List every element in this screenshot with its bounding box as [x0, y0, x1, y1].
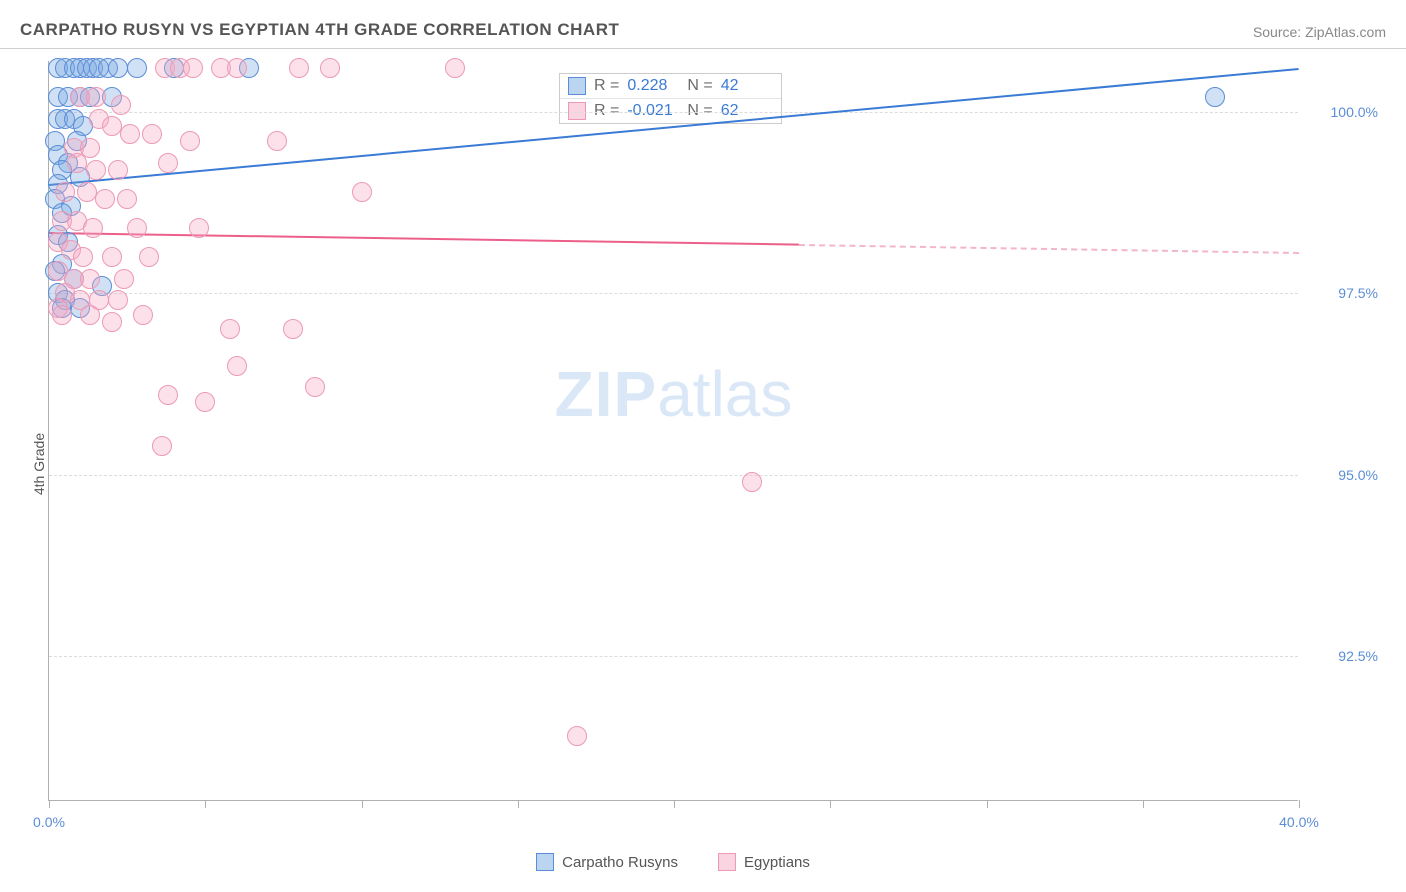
watermark: ZIPatlas [555, 357, 793, 431]
corr-r-blue: 0.228 [627, 77, 679, 95]
xtick [830, 800, 831, 808]
y-axis-label: 4th Grade [31, 433, 47, 495]
data-point [305, 377, 325, 397]
swatch-pink-icon [718, 853, 736, 871]
xtick [205, 800, 206, 808]
gridline [49, 656, 1298, 657]
data-point [52, 305, 72, 325]
data-point [67, 153, 87, 173]
data-point [195, 392, 215, 412]
source-label: Source: ZipAtlas.com [1253, 24, 1386, 40]
watermark-bold: ZIP [555, 358, 658, 430]
trend-line [799, 244, 1299, 254]
chart-container: 4th Grade ZIPatlas R = 0.228 N = 42 R = … [0, 49, 1406, 879]
data-point [283, 319, 303, 339]
data-point [80, 269, 100, 289]
data-point [80, 305, 100, 325]
xtick [987, 800, 988, 808]
data-point [227, 356, 247, 376]
xtick [49, 800, 50, 808]
xtick [1299, 800, 1300, 808]
data-point [183, 58, 203, 78]
swatch-blue-icon [568, 77, 586, 95]
corr-r-label: R = [594, 77, 619, 95]
data-point [102, 312, 122, 332]
bottom-legend: Carpatho Rusyns Egyptians [48, 853, 1298, 871]
legend-label-blue: Carpatho Rusyns [562, 854, 678, 871]
data-point [267, 131, 287, 151]
plot-area: ZIPatlas R = 0.228 N = 42 R = -0.021 N =… [48, 61, 1298, 801]
data-point [133, 305, 153, 325]
corr-n-blue: 42 [721, 77, 773, 95]
data-point [139, 247, 159, 267]
data-point [158, 385, 178, 405]
data-point [102, 116, 122, 136]
chart-title: CARPATHO RUSYN VS EGYPTIAN 4TH GRADE COR… [20, 20, 619, 40]
gridline [49, 293, 1298, 294]
xtick [674, 800, 675, 808]
data-point [189, 218, 209, 238]
data-point [158, 153, 178, 173]
data-point [352, 182, 372, 202]
data-point [127, 218, 147, 238]
data-point [108, 160, 128, 180]
data-point [320, 58, 340, 78]
legend-label-pink: Egyptians [744, 854, 810, 871]
xtick [1143, 800, 1144, 808]
data-point [95, 189, 115, 209]
data-point [142, 124, 162, 144]
data-point [120, 124, 140, 144]
data-point [220, 319, 240, 339]
data-point [73, 247, 93, 267]
data-point [289, 58, 309, 78]
legend-item-blue: Carpatho Rusyns [536, 853, 678, 871]
data-point [1205, 87, 1225, 107]
data-point [127, 58, 147, 78]
xtick-label: 0.0% [33, 814, 65, 830]
gridline [49, 475, 1298, 476]
xtick [518, 800, 519, 808]
data-point [567, 726, 587, 746]
data-point [108, 58, 128, 78]
ytick-label: 92.5% [1308, 648, 1378, 664]
swatch-blue-icon [536, 853, 554, 871]
watermark-rest: atlas [657, 358, 792, 430]
corr-n-label: N = [687, 77, 712, 95]
data-point [180, 131, 200, 151]
data-point [83, 218, 103, 238]
data-point [152, 436, 172, 456]
data-point [117, 189, 137, 209]
data-point [77, 182, 97, 202]
correlation-legend: R = 0.228 N = 42 R = -0.021 N = 62 [559, 73, 782, 124]
data-point [108, 290, 128, 310]
data-point [102, 247, 122, 267]
data-point [445, 58, 465, 78]
legend-item-pink: Egyptians [718, 853, 810, 871]
header: CARPATHO RUSYN VS EGYPTIAN 4TH GRADE COR… [0, 0, 1406, 49]
data-point [86, 87, 106, 107]
ytick-label: 100.0% [1308, 104, 1378, 120]
data-point [742, 472, 762, 492]
data-point [86, 160, 106, 180]
data-point [55, 182, 75, 202]
corr-row-blue: R = 0.228 N = 42 [560, 74, 781, 98]
data-point [111, 95, 131, 115]
xtick [362, 800, 363, 808]
data-point [227, 58, 247, 78]
ytick-label: 95.0% [1308, 467, 1378, 483]
gridline [49, 112, 1298, 113]
xtick-label: 40.0% [1279, 814, 1319, 830]
ytick-label: 97.5% [1308, 285, 1378, 301]
trend-line [49, 232, 799, 246]
data-point [114, 269, 134, 289]
